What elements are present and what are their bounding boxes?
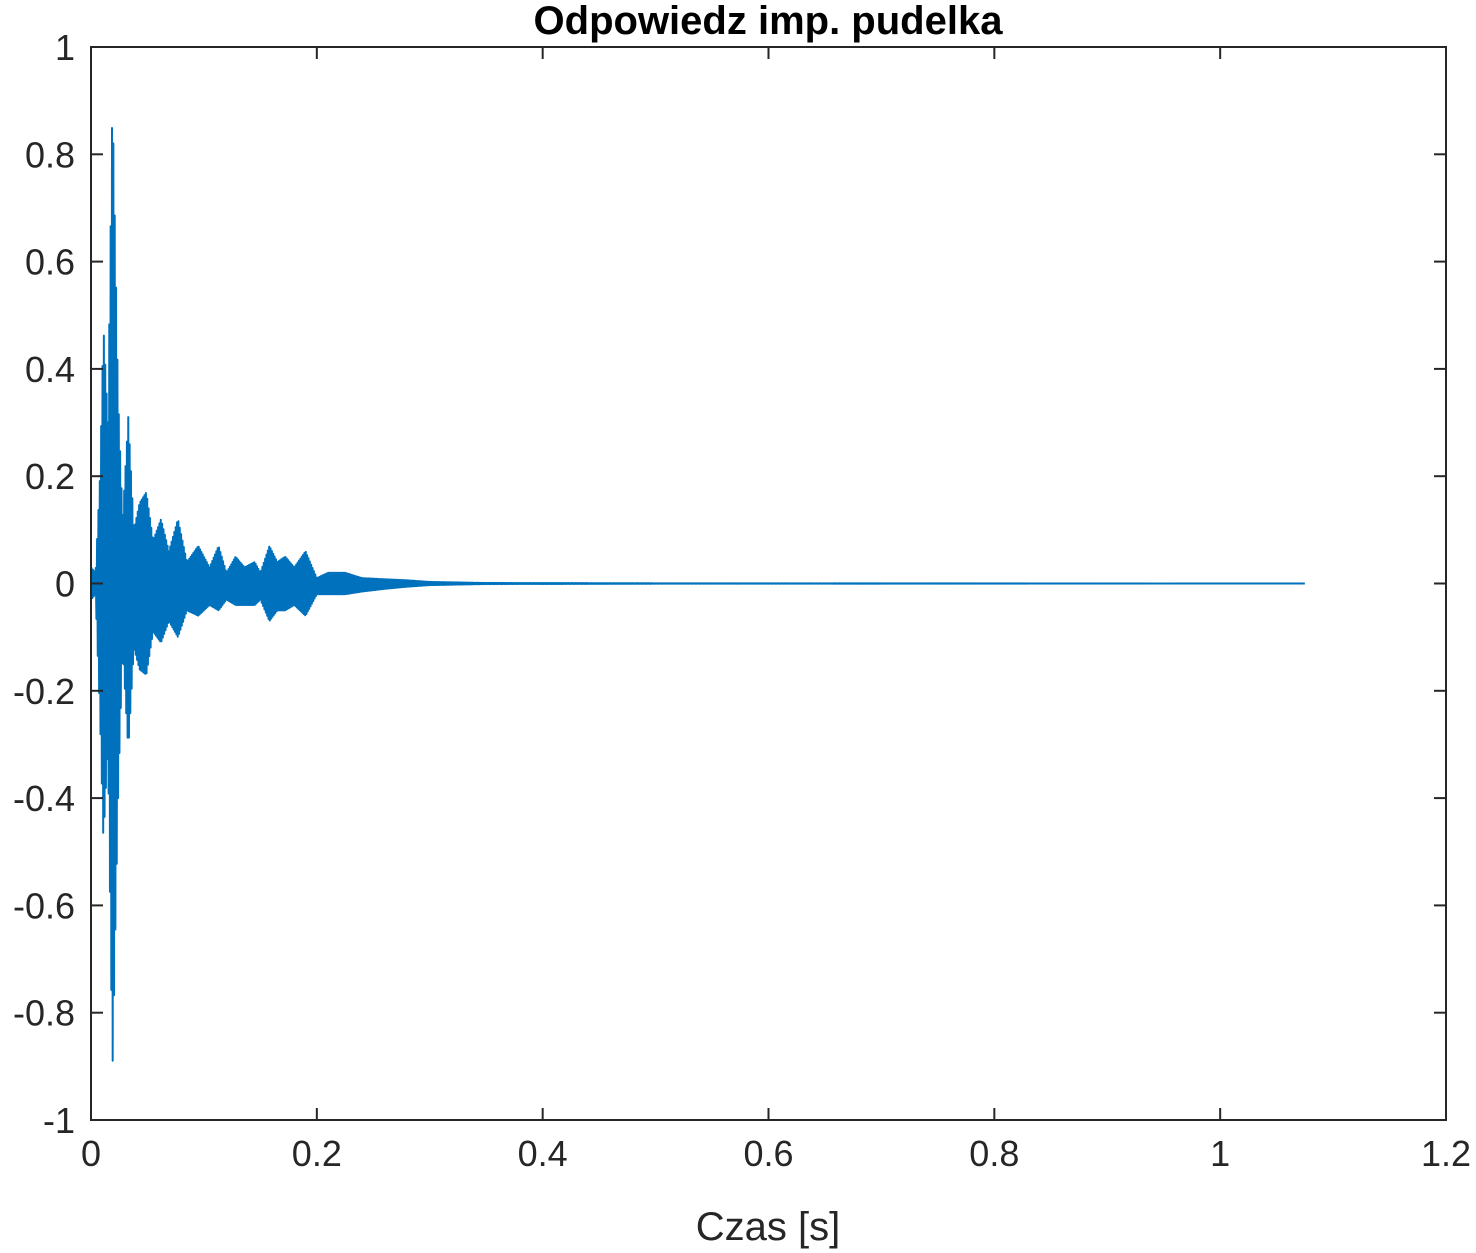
y-tick-label: -0.8	[13, 993, 75, 1034]
signal-series-line	[90, 127, 1306, 1062]
x-tick-label: 1	[1210, 1133, 1230, 1174]
y-tick-label: 1	[55, 27, 75, 68]
y-tick-label: 0.6	[25, 242, 75, 283]
y-tick-label: -0.2	[13, 671, 75, 712]
x-tick-label: 0.2	[292, 1133, 342, 1174]
y-tick-label: -1	[43, 1100, 75, 1141]
y-tick-label: 0.2	[25, 456, 75, 497]
x-axis: 0 0.2 0.4 0.6 0.8 1 1.2	[81, 47, 1471, 1174]
y-tick-label: 0	[55, 564, 75, 605]
x-axis-label: Czas [s]	[696, 1205, 840, 1249]
chart-title: Odpowiedz imp. pudelka	[534, 0, 1004, 43]
x-tick-label: 1.2	[1421, 1133, 1471, 1174]
x-tick-label: 0.4	[518, 1133, 568, 1174]
y-tick-label: -0.4	[13, 778, 75, 819]
x-tick-label: 0.6	[743, 1133, 793, 1174]
x-tick-label: 0	[81, 1133, 101, 1174]
y-tick-label: -0.6	[13, 885, 75, 926]
plot-area	[90, 127, 1306, 1062]
x-tick-label: 0.8	[969, 1133, 1019, 1174]
y-axis: 1 0.8 0.6 0.4 0.2 0 -0.2 -0.4 -0.6 -0.8 -1	[13, 27, 1446, 1141]
y-tick-label: 0.8	[25, 134, 75, 175]
y-tick-label: 0.4	[25, 349, 75, 390]
